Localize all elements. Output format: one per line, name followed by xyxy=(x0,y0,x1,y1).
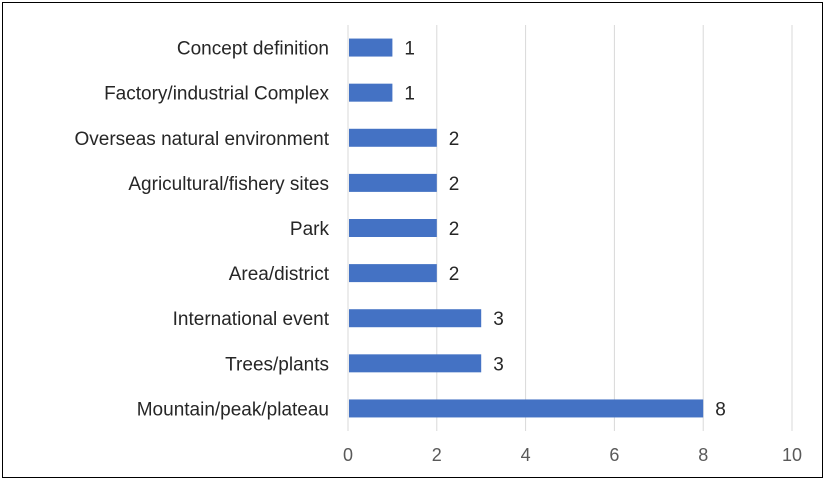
category-label: Overseas natural environment xyxy=(74,129,329,150)
x-tick-label: 10 xyxy=(782,445,802,465)
category-label: International event xyxy=(173,309,330,330)
category-label: Park xyxy=(290,219,330,240)
x-tick-label: 0 xyxy=(343,445,353,465)
category-label: Area/district xyxy=(229,264,330,285)
x-tick-label: 2 xyxy=(432,445,442,465)
bar xyxy=(349,219,437,237)
category-label: Mountain/peak/plateau xyxy=(137,399,329,420)
bar xyxy=(349,399,704,418)
data-label: 3 xyxy=(493,354,504,375)
data-label: 3 xyxy=(493,309,504,330)
category-label: Agricultural/fishery sites xyxy=(128,174,329,195)
category-label: Factory/industrial Complex xyxy=(104,84,329,105)
data-label: 2 xyxy=(449,219,460,240)
data-label: 2 xyxy=(449,264,460,285)
bar-chart: Concept definition 1 Factory/industrial Co… xyxy=(74,25,802,465)
x-tick-label: 4 xyxy=(521,445,531,465)
x-tick-label: 8 xyxy=(698,445,708,465)
category-label: Trees/plants xyxy=(225,354,329,375)
bar xyxy=(349,128,437,147)
bar xyxy=(349,309,482,328)
data-label: 2 xyxy=(449,174,460,195)
x-tick-label: 6 xyxy=(609,445,619,465)
data-label: 8 xyxy=(715,399,726,420)
bar xyxy=(349,354,482,373)
bar xyxy=(349,83,393,102)
data-label: 1 xyxy=(404,39,415,60)
data-label: 2 xyxy=(449,129,460,150)
data-label: 1 xyxy=(404,84,415,105)
bar xyxy=(349,173,437,192)
bar xyxy=(349,38,393,57)
bar xyxy=(349,264,437,283)
category-label: Concept definition xyxy=(177,39,329,60)
